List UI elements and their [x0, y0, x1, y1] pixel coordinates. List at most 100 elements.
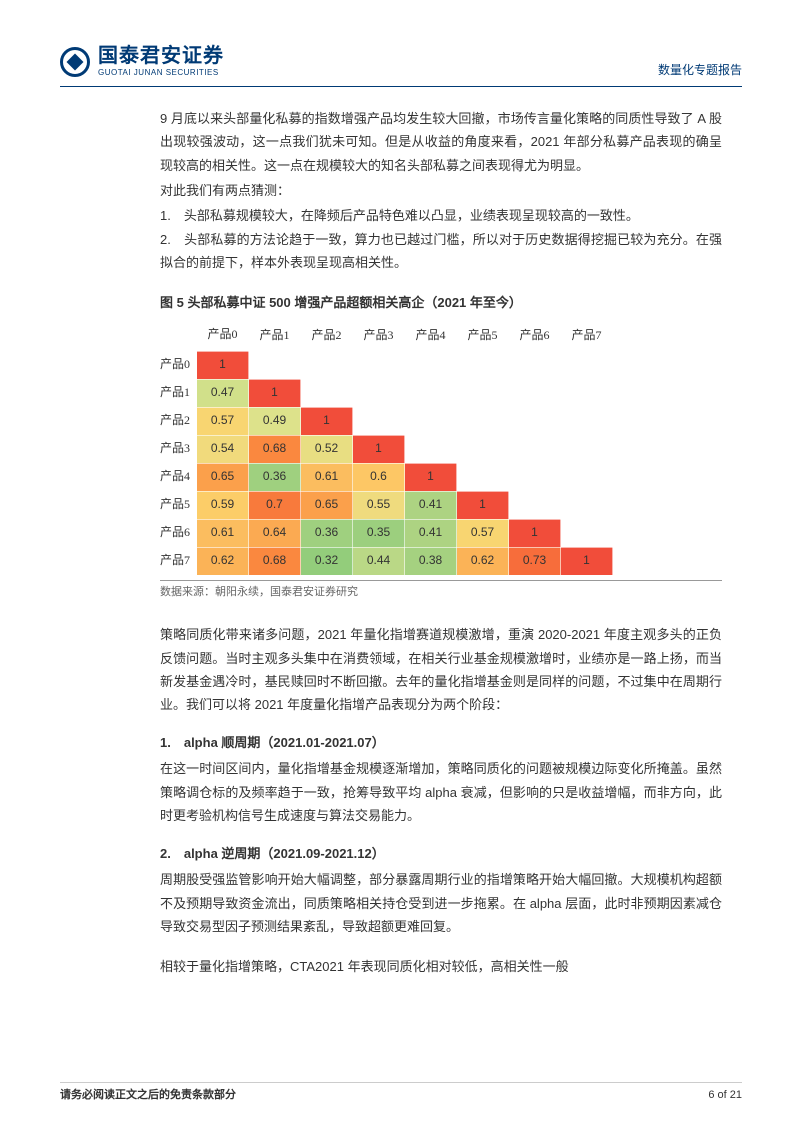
heatmap-row-header: 产品2	[160, 407, 197, 435]
heatmap-cell	[509, 435, 561, 463]
logo-text-en: GUOTAI JUNAN SECURITIES	[98, 67, 224, 80]
paragraph-guess-intro: 对此我们有两点猜测：	[160, 179, 722, 202]
heatmap-row-header: 产品5	[160, 491, 197, 519]
heatmap-cell: 0.41	[405, 519, 457, 547]
heatmap-cell: 1	[353, 435, 405, 463]
heatmap-cell: 0.44	[353, 547, 405, 575]
heatmap-row-header: 产品1	[160, 379, 197, 407]
paragraph-strategy: 策略同质化带来诸多问题，2021 年量化指增赛道规模激增，重演 2020-202…	[160, 623, 722, 717]
paragraph-cta: 相较于量化指增策略，CTA2021 年表现同质化相对较低，高相关性一般	[160, 955, 722, 978]
heatmap-cell	[457, 435, 509, 463]
heatmap-cell: 1	[301, 407, 353, 435]
heatmap-cell	[509, 351, 561, 379]
heatmap-cell: 0.41	[405, 491, 457, 519]
heatmap-col-header: 产品3	[353, 319, 405, 351]
page-footer: 请务必阅读正文之后的免责条款部分 6 of 21	[60, 1082, 742, 1105]
heatmap-col-header: 产品4	[405, 319, 457, 351]
heatmap-cell: 0.49	[249, 407, 301, 435]
heatmap-cell: 0.73	[509, 547, 561, 575]
heatmap-cell: 0.32	[301, 547, 353, 575]
heatmap-cell	[301, 351, 353, 379]
heatmap-cell	[561, 435, 613, 463]
heatmap-cell	[457, 379, 509, 407]
heatmap-cell: 0.38	[405, 547, 457, 575]
paragraph-alpha-down: 周期股受强监管影响开始大幅调整，部分暴露周期行业的指增策略开始大幅回撤。大规模机…	[160, 868, 722, 938]
heatmap-cell	[457, 463, 509, 491]
heatmap-cell: 0.65	[301, 491, 353, 519]
heatmap-cell	[509, 407, 561, 435]
heatmap-cell: 0.61	[301, 463, 353, 491]
heatmap-cell	[405, 435, 457, 463]
heatmap-cell: 0.62	[197, 547, 249, 575]
heatmap-cell: 0.6	[353, 463, 405, 491]
heatmap-cell: 0.36	[249, 463, 301, 491]
heatmap-cell	[405, 407, 457, 435]
heatmap-cell	[561, 519, 613, 547]
heatmap-row-header: 产品6	[160, 519, 197, 547]
heatmap-cell: 0.61	[197, 519, 249, 547]
heatmap-cell	[301, 379, 353, 407]
heatmap-cell: 0.64	[249, 519, 301, 547]
footer-disclaimer: 请务必阅读正文之后的免责条款部分	[60, 1087, 236, 1105]
figure-title: 图 5 头部私募中证 500 增强产品超额相关高企（2021 年至今）	[160, 293, 722, 314]
heatmap-cell	[405, 351, 457, 379]
heatmap-cell: 0.47	[197, 379, 249, 407]
heatmap-col-header: 产品1	[249, 319, 301, 351]
report-type: 数量化专题报告	[658, 61, 742, 80]
heatmap-cell: 0.68	[249, 547, 301, 575]
heatmap-row-header: 产品4	[160, 463, 197, 491]
correlation-heatmap: 产品0产品1产品2产品3产品4产品5产品6产品7 产品01产品10.471产品2…	[160, 319, 613, 575]
heatmap-cell	[561, 379, 613, 407]
heatmap-cell: 0.36	[301, 519, 353, 547]
heatmap-cell	[561, 407, 613, 435]
heatmap-cell: 0.57	[197, 407, 249, 435]
heatmap-cell	[561, 491, 613, 519]
heatmap-col-header: 产品6	[509, 319, 561, 351]
heatmap-cell	[509, 491, 561, 519]
heatmap-cell: 0.62	[457, 547, 509, 575]
heatmap-cell	[457, 407, 509, 435]
heatmap-cell: 1	[197, 351, 249, 379]
heatmap-row-header: 产品7	[160, 547, 197, 575]
page-header: 国泰君安证券 GUOTAI JUNAN SECURITIES 数量化专题报告	[60, 45, 742, 87]
heatmap-cell: 0.35	[353, 519, 405, 547]
section-heading-2: 2. alpha 逆周期（2021.09-2021.12）	[160, 844, 722, 865]
heatmap-cell	[249, 351, 301, 379]
heatmap-cell	[405, 379, 457, 407]
heatmap-cell	[353, 407, 405, 435]
heatmap-cell	[561, 351, 613, 379]
heatmap-cell: 0.59	[197, 491, 249, 519]
heatmap-cell: 0.68	[249, 435, 301, 463]
list-item-1: 1. 头部私募规模较大，在降频后产品特色难以凸显，业绩表现呈现较高的一致性。	[160, 204, 722, 227]
section-heading-1: 1. alpha 顺周期（2021.01-2021.07）	[160, 733, 722, 754]
heatmap-cell: 1	[457, 491, 509, 519]
footer-page-number: 6 of 21	[708, 1087, 742, 1105]
heatmap-col-header: 产品2	[301, 319, 353, 351]
figure-source: 数据来源：朝阳永续，国泰君安证券研究	[160, 580, 722, 602]
heatmap-cell: 0.52	[301, 435, 353, 463]
heatmap-col-header: 产品5	[457, 319, 509, 351]
heatmap-cell	[509, 379, 561, 407]
company-logo: 国泰君安证券 GUOTAI JUNAN SECURITIES	[60, 45, 224, 80]
heatmap-row-header: 产品0	[160, 351, 197, 379]
heatmap-row-header: 产品3	[160, 435, 197, 463]
heatmap-cell	[353, 351, 405, 379]
heatmap-col-header: 产品7	[561, 319, 613, 351]
heatmap-cell: 0.7	[249, 491, 301, 519]
paragraph-alpha-up: 在这一时间区间内，量化指增基金规模逐渐增加，策略同质化的问题被规模边际变化所掩盖…	[160, 757, 722, 827]
heatmap-cell	[509, 463, 561, 491]
heatmap-col-header: 产品0	[197, 319, 249, 351]
heatmap-cell	[353, 379, 405, 407]
list-item-2: 2. 头部私募的方法论趋于一致，算力也已越过门槛，所以对于历史数据得挖掘已较为充…	[160, 228, 722, 275]
heatmap-cell: 0.54	[197, 435, 249, 463]
heatmap-cell: 1	[405, 463, 457, 491]
logo-text-cn: 国泰君安证券	[98, 45, 224, 67]
paragraph-intro: 9 月底以来头部量化私募的指数增强产品均发生较大回撤，市场传言量化策略的同质性导…	[160, 107, 722, 177]
logo-icon	[60, 47, 90, 77]
heatmap-cell	[457, 351, 509, 379]
heatmap-cell	[561, 463, 613, 491]
heatmap-cell: 1	[249, 379, 301, 407]
heatmap-cell: 0.55	[353, 491, 405, 519]
main-content: 9 月底以来头部量化私募的指数增强产品均发生较大回撤，市场传言量化策略的同质性导…	[60, 107, 742, 978]
heatmap-cell: 1	[561, 547, 613, 575]
